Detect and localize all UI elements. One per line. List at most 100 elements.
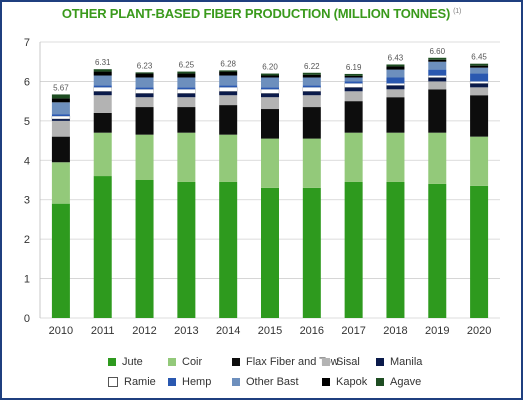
y-tick-label: 4 bbox=[24, 155, 30, 167]
x-tick-label-2014: 2014 bbox=[216, 325, 240, 337]
bar-segment-hemp-2016 bbox=[302, 85, 321, 88]
bar-segment-sisal-2011 bbox=[93, 95, 112, 113]
bar-segment-jute-2019 bbox=[428, 183, 447, 318]
bar-segment-kapok-2010 bbox=[51, 98, 70, 103]
bar-segment-sisal-2018 bbox=[386, 89, 405, 98]
bar-segment-ramie-2012 bbox=[135, 89, 154, 94]
legend-item-sisal: Sisal bbox=[322, 356, 360, 368]
bar-segment-manila-2011 bbox=[93, 91, 112, 96]
bar-segment-manila-2010 bbox=[51, 118, 70, 121]
y-tick-label: 3 bbox=[24, 195, 30, 207]
legend-swatch bbox=[168, 358, 176, 366]
bar-segment-hemp-2013 bbox=[177, 87, 196, 90]
legend-swatch bbox=[232, 378, 240, 386]
bar-segment-manila-2019 bbox=[428, 77, 447, 82]
bar-segment-kapok-2018 bbox=[386, 66, 405, 70]
legend-item-ramie: Ramie bbox=[108, 376, 156, 388]
bar-segment-flax-fiber-and-tow-2010 bbox=[51, 136, 70, 163]
legend-swatch bbox=[376, 378, 384, 386]
x-tick-label-2016: 2016 bbox=[300, 325, 324, 337]
legend-label: Hemp bbox=[182, 376, 212, 388]
total-label-2012: 6.23 bbox=[137, 61, 153, 70]
bar-segment-hemp-2019 bbox=[428, 69, 447, 76]
bar-segment-kapok-2017 bbox=[344, 75, 363, 78]
x-tick-label-2010: 2010 bbox=[49, 325, 73, 337]
bar-segment-other-bast-2011 bbox=[93, 75, 112, 86]
bar-segment-jute-2018 bbox=[386, 181, 405, 318]
bar-segment-jute-2017 bbox=[344, 181, 363, 318]
total-label-2014: 6.28 bbox=[220, 59, 236, 68]
bar-segment-other-bast-2012 bbox=[135, 77, 154, 88]
y-tick-label: 0 bbox=[24, 313, 30, 325]
bar-segment-flax-fiber-and-tow-2014 bbox=[219, 105, 238, 135]
bar-segment-coir-2011 bbox=[93, 132, 112, 177]
legend-item-coir: Coir bbox=[168, 356, 202, 368]
x-tick-label-2020: 2020 bbox=[467, 325, 491, 337]
bar-segment-coir-2019 bbox=[428, 132, 447, 184]
bar-segment-other-bast-2020 bbox=[470, 67, 489, 74]
bar-segment-ramie-2010 bbox=[51, 115, 71, 120]
bar-segment-hemp-2015 bbox=[261, 87, 279, 90]
bar-segment-jute-2013 bbox=[177, 181, 196, 318]
total-label-2020: 6.45 bbox=[471, 53, 487, 62]
bar-segment-flax-fiber-and-tow-2019 bbox=[428, 89, 447, 133]
bar-segment-coir-2014 bbox=[219, 134, 238, 182]
legend-label: Sisal bbox=[336, 356, 360, 368]
bar-segment-sisal-2012 bbox=[135, 97, 154, 108]
legend-swatch bbox=[376, 358, 384, 366]
bar-segment-agave-2010 bbox=[51, 94, 70, 99]
bar-segment-other-bast-2015 bbox=[261, 77, 279, 88]
y-tick-label: 1 bbox=[24, 274, 30, 286]
bar-segment-jute-2015 bbox=[261, 187, 279, 318]
bar-segment-coir-2018 bbox=[386, 132, 405, 182]
title-footnote: (1) bbox=[453, 7, 462, 15]
bar-segment-flax-fiber-and-tow-2020 bbox=[470, 95, 489, 137]
bar-segment-sisal-2013 bbox=[177, 97, 196, 108]
bar-segment-sisal-2015 bbox=[261, 97, 279, 110]
bar-segment-flax-fiber-and-tow-2017 bbox=[344, 101, 363, 133]
bar-segment-hemp-2014 bbox=[219, 85, 238, 88]
x-tick-label-2018: 2018 bbox=[383, 325, 407, 337]
legend-item-other-bast: Other Bast bbox=[232, 376, 299, 388]
bar-segment-coir-2010 bbox=[51, 162, 70, 204]
bar-segment-coir-2017 bbox=[344, 132, 363, 182]
bar-segment-agave-2011 bbox=[93, 69, 112, 72]
bar-segment-ramie-2013 bbox=[177, 89, 196, 94]
x-tick-label-2012: 2012 bbox=[132, 325, 156, 337]
legend-item-agave: Agave bbox=[376, 376, 421, 388]
bar-segment-hemp-2017 bbox=[344, 81, 363, 84]
bar-segment-manila-2015 bbox=[261, 93, 279, 98]
bar-segment-ramie-2014 bbox=[218, 87, 238, 92]
bar-segment-agave-2019 bbox=[428, 57, 447, 60]
chart-plot: 0 1 2 3 4 5 6 7 5.67 2010 6.31 2011 6.23 2012 6.25 2013… bbox=[24, 37, 500, 337]
bar-segment-ramie-2018 bbox=[386, 83, 405, 86]
bar-segment-other-bast-2013 bbox=[177, 77, 196, 88]
bar-segment-manila-2014 bbox=[219, 91, 238, 96]
bar-segment-sisal-2020 bbox=[470, 87, 489, 96]
bar-segment-coir-2013 bbox=[177, 132, 196, 182]
bar-segment-kapok-2019 bbox=[428, 59, 447, 62]
total-label-2017: 6.19 bbox=[346, 63, 362, 72]
legend-item-kapok: Kapok bbox=[322, 376, 367, 388]
x-tick-label-2017: 2017 bbox=[341, 325, 365, 337]
legend-label: Agave bbox=[390, 376, 422, 388]
legend-swatch bbox=[108, 358, 116, 366]
legend-item-manila: Manila bbox=[376, 356, 422, 368]
chart-legend: Jute Coir Flax Fiber and Tow Sisal Manila Ram… bbox=[0, 352, 523, 396]
bar-segment-agave-2015 bbox=[261, 73, 279, 76]
bar-segment-kapok-2014 bbox=[219, 71, 238, 76]
total-label-2016: 6.22 bbox=[304, 62, 320, 71]
bar-segment-ramie-2015 bbox=[260, 89, 280, 94]
bar-segment-coir-2015 bbox=[261, 138, 279, 188]
bar-segment-kapok-2015 bbox=[261, 75, 279, 78]
bar-segment-agave-2012 bbox=[135, 72, 154, 74]
bar-segment-kapok-2012 bbox=[135, 73, 154, 78]
bar-segment-sisal-2017 bbox=[344, 91, 363, 102]
bar-segment-jute-2014 bbox=[219, 181, 238, 318]
bar-segment-agave-2017 bbox=[344, 73, 363, 76]
bar-segment-kapok-2016 bbox=[302, 74, 321, 78]
bar-segment-kapok-2020 bbox=[470, 65, 489, 68]
bar-segment-manila-2017 bbox=[344, 87, 363, 92]
bar-segment-jute-2016 bbox=[302, 187, 321, 318]
y-tick-label: 6 bbox=[24, 76, 30, 88]
